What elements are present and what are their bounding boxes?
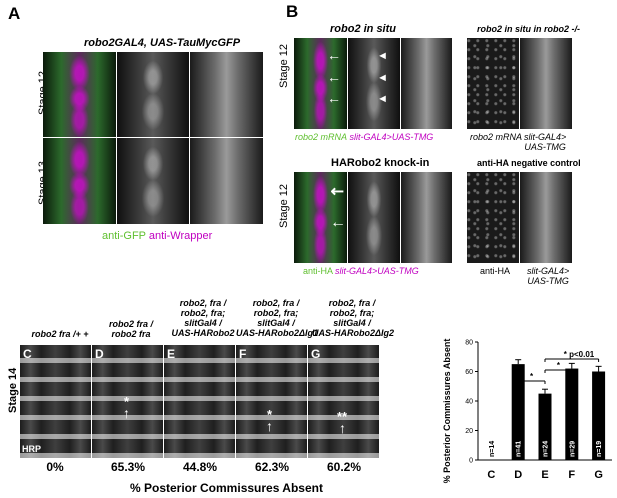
arrow-up-d: ↑ [123, 405, 130, 421]
panel-a-legend: anti-GFP anti-Wrapper [102, 230, 212, 242]
n-label-C: n=14 [489, 441, 496, 457]
x-tick-label-C: C [487, 469, 495, 481]
panel-b-image-insitu-merge [294, 38, 347, 129]
legend-robo2-mrna: robo2 mRNA [295, 132, 348, 142]
bar-D [511, 364, 525, 460]
percent-g: 60.2% [326, 460, 362, 474]
panel-b-arrow-3: ← [327, 90, 341, 106]
arrow-up-f: ↑ [266, 418, 273, 434]
n-label-F: n=29 [569, 441, 576, 457]
stage-14-label: Stage 14 [7, 367, 19, 413]
panel-b-image-neg-mrna [467, 38, 519, 129]
y-tick-label: 40 [465, 399, 473, 406]
legend-anti-gfp: anti-GFP [102, 230, 146, 242]
image-d [92, 345, 163, 458]
x-tick-label-G: G [594, 469, 603, 481]
y-axis-label: % Posterior Commissures Absent [442, 339, 452, 484]
significance-label: * p<0.01 [564, 350, 595, 359]
panel-a-image-wrapper-s13 [190, 138, 263, 224]
panel-a-image-wrapper-s12 [190, 52, 263, 137]
bar-E [538, 393, 552, 460]
image-g-letter: G [311, 347, 321, 361]
image-d-letter: D [95, 347, 104, 361]
panel-b-bottom-legend: anti-HA slit-GAL4>UAS-TMG [303, 266, 419, 276]
n-label-D: n=41 [516, 441, 523, 457]
percent-f: 62.3% [254, 460, 290, 474]
legend-anti-wrapper: anti-Wrapper [148, 230, 213, 242]
panel-b-arrow-1: ← [327, 47, 341, 63]
hrp-label: HRP [22, 444, 42, 454]
panel-b-top-right-label-2: slit-GAL4> UAS-TMG [524, 132, 567, 152]
significance-label: * [557, 361, 561, 370]
genotype-e: robo2, fra / robo2, fra; slitGal4 /UAS-HAR… [171, 298, 235, 338]
panel-b-top-title: robo2 in situ [330, 23, 396, 35]
asterisk-g: ** [337, 409, 348, 424]
image-e-letter: E [167, 347, 176, 361]
panel-b-arrow-5: ← [330, 214, 346, 231]
legend-anti-ha: anti-HA [303, 266, 333, 276]
x-tick-label-F: F [568, 469, 575, 481]
y-tick-label: 80 [465, 340, 473, 347]
panel-b-arrowhead-3: ◄ [377, 93, 388, 105]
panel-b-letter: B [286, 2, 299, 21]
bar-F [565, 368, 579, 460]
panel-b-top-right-title: robo2 in situ in robo2 -/- [477, 24, 580, 34]
significance-label: * [530, 372, 534, 381]
image-f [236, 345, 307, 458]
bar-G [592, 371, 606, 460]
panel-a-letter: A [8, 4, 21, 23]
asterisk-d: * [124, 394, 130, 409]
panel-b-arrowhead-1: ◄ [377, 50, 388, 62]
percent-c: 0% [46, 460, 64, 474]
n-label-E: n=24 [543, 441, 550, 457]
n-label-G: n=19 [596, 441, 603, 457]
panel-b-image-ha-tmg [401, 172, 452, 263]
panel-b-image-ha [348, 172, 400, 263]
arrow-up-g: ↑ [339, 420, 346, 436]
panel-b-arrow-2: ← [327, 69, 341, 85]
panel-b-image-insitu-tmg [401, 38, 452, 129]
panel-b-image-ha-neg [467, 172, 519, 263]
panel-b-image-ha-merge [294, 172, 347, 263]
panel-b-row-label-bottom: Stage 12 [278, 183, 290, 228]
genotype-d: robo2 fra / robo2 fra [108, 319, 153, 339]
panel-a-image-gfp-s13 [117, 138, 189, 224]
panel-b-bottom-right-title: anti-HA negative control [477, 158, 581, 168]
image-c [20, 345, 91, 458]
panel-a-image-gfp-s12 [117, 52, 189, 137]
legend-slit-gal4-top: slit-GAL4>UAS-TMG [349, 132, 434, 142]
panel-a-image-merge-s12 [43, 52, 116, 137]
genotype-f: robo2, fra / robo2, fra; slitGal4 /UAS-HAR… [236, 298, 319, 338]
y-tick-label: 0 [469, 458, 473, 465]
panel-b-bottom-right-label-2: slit-GAL4> UAS-TMG [527, 266, 570, 286]
image-c-letter: C [23, 347, 32, 361]
asterisk-f: * [267, 407, 273, 422]
legend-slit-gal4-bottom: slit-GAL4>UAS-TMG [335, 266, 419, 276]
panel-b-image-insitu-mrna [348, 38, 400, 129]
panel-b-image-neg-tmg [520, 38, 572, 129]
y-tick-label: 60 [465, 369, 473, 376]
panel-b-bottom-right-label-1: anti-HA [480, 266, 511, 276]
image-g [308, 345, 379, 458]
genotype-c: robo2 fra /+ + [31, 329, 89, 339]
image-e [164, 345, 235, 458]
panel-b-top-legend: robo2 mRNA slit-GAL4>UAS-TMG [295, 132, 433, 142]
x-tick-label-E: E [541, 469, 548, 481]
panel-b-image-ha-neg-tmg [520, 172, 572, 263]
panel-b-row-label-top: Stage 12 [278, 43, 290, 88]
panel-b-top-right-label-1: robo2 mRNA [470, 132, 523, 142]
image-f-letter: F [239, 347, 247, 361]
percent-d: 65.3% [110, 460, 146, 474]
x-tick-label-D: D [514, 469, 522, 481]
genotype-g: robo2, fra / robo2, fra; slitGal4 /UAS-HAR… [312, 298, 395, 338]
chart-root: 0 20 40 60 80 % Posterior Commissures Absent n… [442, 339, 612, 484]
panel-a-image-merge-s13 [43, 138, 116, 224]
panel-a-title: robo2GAL4, UAS-TauMycGFP [84, 37, 241, 49]
figure-caption: % Posterior Commissures Absent [130, 481, 323, 495]
y-tick-label: 20 [465, 428, 473, 435]
percent-e: 44.8% [182, 460, 218, 474]
panel-b-arrowhead-2: ◄ [377, 72, 388, 84]
panel-b-bottom-title: HARobo2 knock-in [331, 157, 430, 169]
